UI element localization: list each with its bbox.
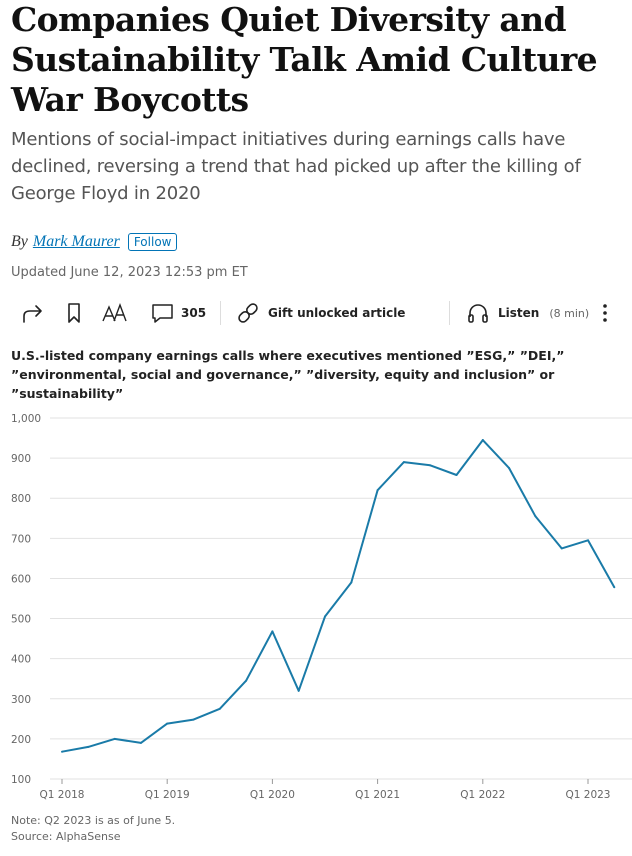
more-options-button[interactable]: [600, 297, 610, 329]
article-dek: Mentions of social-impact initiatives du…: [11, 129, 581, 204]
data-point: [192, 718, 195, 721]
x-tick-label: Q1 2023: [565, 789, 610, 801]
y-axis: 100 200 300 400 500 600 700 800 900 1,000: [11, 413, 41, 786]
headphones-icon: [468, 304, 488, 323]
data-point: [376, 489, 379, 492]
y-tick-label: 500: [11, 614, 31, 626]
data-point: [87, 745, 90, 748]
y-tick-label: 600: [11, 573, 31, 585]
toolbar-divider: [449, 301, 450, 325]
data-point: [560, 547, 563, 550]
y-tick-label: 300: [11, 694, 31, 706]
data-point: [245, 679, 248, 682]
data-point: [534, 515, 537, 518]
x-tick-label: Q1 2021: [355, 789, 400, 801]
chart-source: Source: AlphaSense: [11, 830, 121, 843]
share-button[interactable]: [21, 297, 45, 329]
article-headline: Companies Quiet Diversity and Sustainabi…: [11, 0, 598, 119]
x-tick-label: Q1 2020: [250, 789, 295, 801]
text-size-icon: [102, 303, 127, 322]
listen-label: Listen: [498, 306, 540, 320]
y-tick-label: 400: [11, 654, 31, 666]
data-point: [218, 707, 221, 710]
share-icon: [23, 305, 42, 323]
y-tick-label: 900: [11, 453, 31, 465]
y-tick-label: 100: [11, 774, 31, 786]
listen-button[interactable]: Listen (8 min): [467, 297, 589, 329]
data-point: [429, 464, 432, 467]
data-point: [61, 750, 63, 753]
data-point: [613, 586, 616, 589]
data-point: [508, 467, 511, 470]
chart-grid: [50, 417, 632, 780]
chart-footnote: Note: Q2 2023 is as of June 5. Source: A…: [11, 813, 175, 845]
data-point: [324, 615, 326, 618]
data-point: [481, 439, 484, 442]
x-axis: Q1 2018 Q1 2019 Q1 2020 Q1 2021 Q1 2022 Q1 20…: [39, 779, 611, 801]
chart-series: [61, 439, 616, 753]
data-point: [402, 461, 405, 464]
data-point: [166, 722, 169, 725]
data-point: [271, 630, 274, 633]
x-tick-label: Q1 2019: [145, 789, 190, 801]
data-point: [113, 737, 116, 740]
author-link[interactable]: Mark Maurer: [32, 233, 120, 250]
chart-note: Note: Q2 2023 is as of June 5.: [11, 814, 176, 827]
y-tick-label: 700: [11, 533, 31, 545]
byline: By Mark Maurer Follow: [11, 233, 178, 251]
toolbar-divider: [220, 301, 221, 325]
bookmark-icon: [68, 303, 80, 323]
gift-article-button[interactable]: Gift unlocked article: [236, 297, 405, 329]
listen-duration: (8 min): [549, 306, 590, 320]
data-point: [350, 581, 353, 584]
gift-article-label: Gift unlocked article: [268, 306, 406, 320]
chart-title: U.S.-listed company earnings calls where…: [11, 348, 565, 401]
updated-timestamp: Updated June 12, 2023 12:53 pm ET: [11, 265, 248, 280]
comments-count: 305: [181, 306, 207, 320]
comments-button[interactable]: 305: [151, 297, 206, 329]
article-toolbar: 305 Gift unlocked article Listen (8 min): [11, 297, 621, 329]
byline-prefix: By: [11, 233, 28, 250]
data-point: [587, 539, 589, 542]
comment-icon: [152, 304, 173, 323]
y-tick-label: 1,000: [11, 413, 41, 425]
y-tick-label: 200: [11, 734, 31, 746]
link-icon: [238, 303, 258, 323]
more-vertical-icon: [603, 304, 607, 322]
follow-button[interactable]: Follow: [127, 233, 178, 251]
x-tick-label: Q1 2022: [460, 789, 505, 801]
data-point: [139, 741, 142, 744]
bookmark-button[interactable]: [66, 297, 82, 329]
data-point: [297, 689, 300, 692]
x-tick-label: Q1 2018: [39, 789, 84, 801]
data-point: [455, 473, 458, 476]
y-tick-label: 800: [11, 493, 31, 505]
line-chart: 100 200 300 400 500 600 700 800 900 1,000 Q1 2018…: [11, 413, 632, 801]
series-line: [61, 439, 616, 753]
text-size-button[interactable]: [101, 297, 129, 329]
